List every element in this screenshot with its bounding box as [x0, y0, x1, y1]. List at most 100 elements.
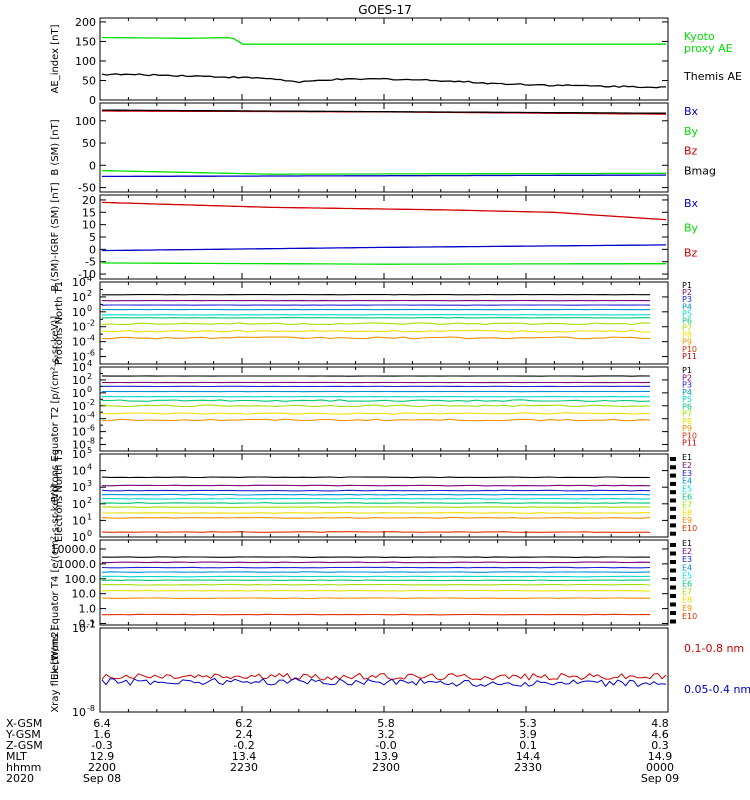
y-axis-label: AE_index [nT]: [50, 24, 61, 93]
edge-marker: [670, 568, 676, 573]
channel-label-e6: E6: [682, 580, 692, 589]
y-tick-exponent: 2: [87, 496, 92, 505]
panel-bsm: B (SM) [nT] 100 50 0 -50 Bx By Bz Bmag: [50, 102, 716, 195]
edge-marker: [670, 551, 676, 556]
legend-bx: Bx: [684, 105, 699, 118]
channel-line-p9: [101, 336, 651, 340]
y-tick-exponent: 2: [87, 372, 92, 381]
series-line-bx: [101, 244, 666, 252]
legend-kyoto-proxy-ae: proxy AE: [684, 42, 733, 55]
channel-line-e7: [101, 506, 651, 508]
legend-themis-ae: Themis AE: [683, 70, 742, 83]
channel-label-p3: P3: [682, 295, 692, 304]
channel-label-p6: P6: [682, 402, 692, 411]
channel-line-e10: [101, 531, 651, 533]
y-tick-label: 10: [72, 481, 86, 494]
channel-label-e7: E7: [682, 588, 692, 597]
channel-label-p9: P9: [682, 424, 692, 433]
legend-0-05-0-4-nm: 0.05-0.4 nm: [684, 683, 750, 696]
channel-label-e8: E8: [682, 508, 692, 517]
channel-label-e8: E8: [682, 596, 692, 605]
y-tick-exponent: -4: [87, 411, 95, 420]
channel-line-e5: [102, 497, 651, 500]
ephem-value: 0.1: [519, 739, 537, 752]
channel-label-e3: E3: [682, 469, 692, 478]
series-line-by: [101, 262, 666, 265]
ephem-value: 5.3: [519, 717, 537, 730]
ephem-value: 2200: [88, 761, 116, 774]
edge-marker: [670, 515, 676, 520]
y-tick-label: -10: [78, 268, 96, 281]
channel-line-e5: [101, 575, 651, 578]
edge-marker: [670, 560, 676, 564]
y-tick-label: 10: [72, 706, 86, 719]
panel-frame: [99, 539, 669, 626]
y-tick-exponent: -8: [87, 437, 95, 446]
y-tick-label: 10: [72, 336, 86, 349]
y-tick-label: 10: [72, 448, 86, 461]
y-tick-label: -5: [85, 256, 96, 269]
y-axis-label: B (SM) [nT]: [50, 119, 61, 175]
panel-frame: [99, 194, 669, 280]
y-tick-label: 100.0: [65, 573, 97, 586]
channel-line-p8: [101, 329, 650, 333]
ephem-value: 4.6: [651, 728, 669, 741]
ephem-row-label: Y-GSM: [5, 728, 41, 741]
y-tick-label: 10: [72, 291, 86, 304]
y-tick-label: 10: [82, 219, 96, 232]
ephem-value: 6.4: [93, 717, 111, 730]
channel-line-p7: [101, 322, 651, 326]
plot-title: GOES-17: [358, 3, 412, 17]
edge-marker: [670, 498, 676, 503]
y-tick-label: 10: [72, 361, 86, 374]
y-tick-label: 10: [72, 413, 86, 426]
y-tick-label: 10: [72, 400, 86, 413]
edge-marker: [670, 577, 676, 581]
ephem-row-label: 2020: [6, 772, 34, 785]
channel-label-e5: E5: [682, 571, 692, 580]
channel-label-p8: P8: [682, 417, 692, 426]
y-tick-label: 10: [72, 426, 86, 439]
y-tick-label: 100: [75, 115, 96, 128]
channel-label-e2: E2: [682, 547, 692, 556]
edge-marker: [670, 490, 676, 495]
y-axis-label: Electrons Equator T4 [e/(cm²-s-sr-keV)]: [50, 485, 61, 680]
edge-marker: [670, 506, 676, 511]
channel-label-p8: P8: [682, 331, 692, 340]
edge-marker: [670, 619, 676, 624]
channel-label-p11: P11: [682, 439, 697, 448]
channel-line-e8: [102, 512, 650, 514]
y-tick-label: 10: [72, 306, 86, 319]
channel-label-p4: P4: [682, 302, 692, 311]
channel-label-p2: P2: [682, 373, 692, 382]
y-tick-label: 10: [72, 514, 86, 527]
channel-label-p11: P11: [682, 352, 697, 361]
y-tick-exponent: 0: [87, 385, 92, 394]
y-tick-label: 200: [75, 16, 96, 29]
ephem-value: 14.9: [648, 750, 673, 763]
channel-label-p2: P2: [682, 288, 692, 297]
ephem-value: 0000: [646, 761, 674, 774]
y-tick-exponent: 0: [87, 529, 92, 538]
edge-marker: [670, 523, 676, 528]
y-tick-label: 150: [75, 35, 96, 48]
y-tick-exponent: -2: [87, 319, 95, 328]
y-tick-label: 0: [89, 159, 96, 172]
channel-line-e2: [101, 484, 651, 487]
y-tick-label: 10.0: [72, 588, 97, 601]
channel-line-e6: [101, 579, 651, 582]
ephem-value: 6.2: [235, 717, 253, 730]
ephem-value: 2.4: [235, 728, 253, 741]
channel-label-e10: E10: [682, 612, 697, 621]
series-line-by: [101, 169, 666, 175]
edge-marker: [670, 585, 676, 590]
channel-label-e9: E9: [682, 516, 692, 525]
y-tick-label: 1000.0: [58, 558, 97, 571]
channel-line-e1: [101, 476, 651, 479]
ephem-row-label: X-GSM: [6, 717, 42, 730]
legend-bmag: Bmag: [684, 164, 716, 177]
ephem-value: 2230: [230, 761, 258, 774]
